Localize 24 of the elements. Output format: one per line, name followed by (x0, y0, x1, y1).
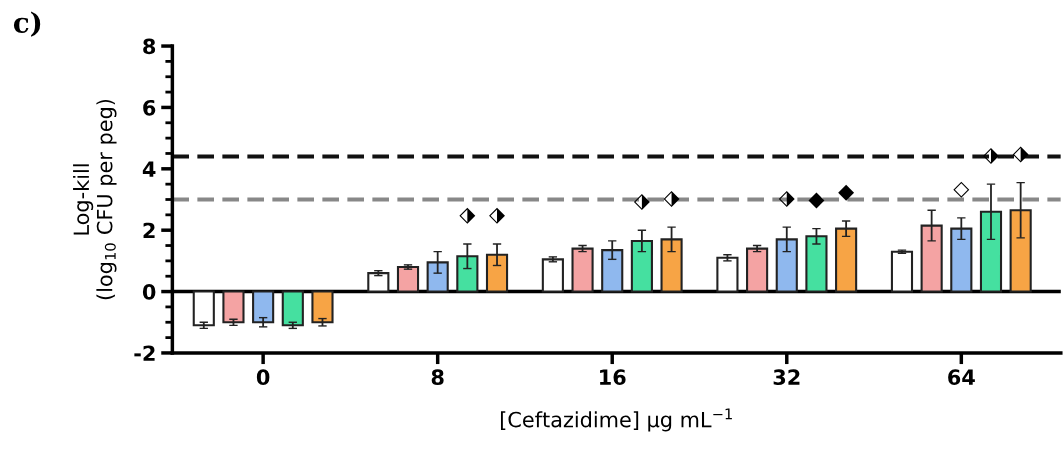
x-tick-label: 0 (256, 369, 270, 386)
data-label: ⬗ (1012, 146, 1029, 163)
data-label: ◇ (953, 181, 970, 198)
text: c) (13, 11, 41, 37)
text: Log-kill (log$_{10}$ CFU per peg) (73, 99, 117, 300)
data-label: ⬗ (633, 194, 650, 211)
x-tick-label: 64 (948, 369, 975, 386)
x-tick-label: 32 (773, 369, 800, 386)
data-label: ⬗ (663, 190, 680, 207)
x-tick-label: 16 (600, 369, 626, 386)
y-tick-label: 6 (143, 99, 156, 116)
data-label: ⬗ (983, 148, 999, 164)
y-tick-label: 2 (143, 222, 155, 239)
data-label: ⬗ (489, 207, 505, 224)
data-label: ◆ (838, 184, 855, 201)
data-label: ⬗ (778, 190, 795, 207)
x-tick-label: 8 (431, 369, 444, 386)
x-axis-title: [Ceftazidime] μg mL$^{−1}$ (500, 408, 732, 432)
y-tick-label: 8 (143, 38, 156, 55)
y-tick-label: 4 (142, 161, 156, 177)
y-tick-label: -2 (134, 345, 155, 361)
data-label: ◆ (808, 192, 825, 209)
data-label: ⬗ (459, 207, 476, 224)
y-tick-label: 0 (142, 284, 156, 300)
